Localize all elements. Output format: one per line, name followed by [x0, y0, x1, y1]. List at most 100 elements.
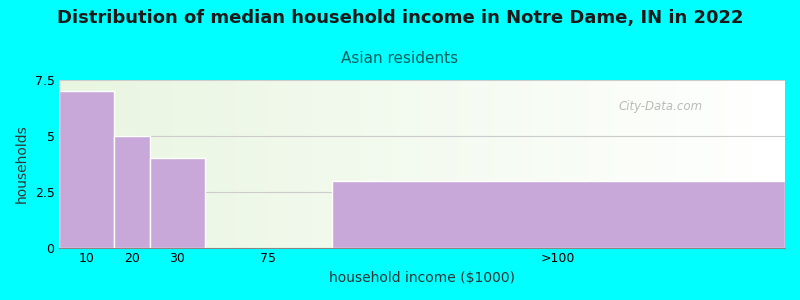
Bar — [354, 80, 357, 248]
Bar — [683, 80, 687, 248]
Bar — [534, 80, 538, 248]
Bar — [716, 80, 720, 248]
Bar — [150, 80, 154, 248]
Bar — [643, 80, 647, 248]
Bar — [770, 80, 774, 248]
Bar — [284, 80, 288, 248]
Bar — [578, 80, 582, 248]
Bar — [150, 158, 205, 247]
Bar — [593, 80, 596, 248]
Bar — [205, 80, 208, 248]
Bar — [553, 80, 557, 248]
Bar — [393, 80, 397, 248]
Bar — [292, 80, 295, 248]
Bar — [121, 80, 125, 248]
Bar — [342, 80, 346, 248]
Bar — [182, 80, 186, 248]
Bar — [720, 80, 723, 248]
Bar — [89, 80, 92, 248]
Bar — [676, 80, 680, 248]
Bar — [633, 80, 636, 248]
Bar — [96, 80, 99, 248]
Bar — [324, 80, 328, 248]
Bar — [59, 91, 114, 248]
Bar — [542, 80, 546, 248]
Bar — [589, 80, 593, 248]
Bar — [302, 80, 306, 248]
Bar — [440, 80, 444, 248]
Bar — [571, 80, 574, 248]
Bar — [611, 80, 614, 248]
Bar — [418, 80, 422, 248]
Bar — [626, 80, 629, 248]
Bar — [190, 80, 194, 248]
Bar — [241, 80, 245, 248]
Bar — [473, 80, 477, 248]
Bar — [498, 80, 502, 248]
Bar — [560, 80, 564, 248]
Bar — [662, 80, 666, 248]
Bar — [125, 80, 128, 248]
Bar — [106, 80, 110, 248]
Bar — [622, 80, 626, 248]
Bar — [375, 80, 378, 248]
Bar — [386, 80, 390, 248]
Bar — [378, 80, 382, 248]
Bar — [331, 80, 335, 248]
Bar — [401, 80, 404, 248]
Bar — [321, 80, 324, 248]
Bar — [458, 80, 462, 248]
X-axis label: household income ($1000): household income ($1000) — [330, 271, 515, 285]
Bar — [636, 80, 640, 248]
Bar — [506, 80, 510, 248]
Bar — [513, 80, 517, 248]
Bar — [255, 80, 259, 248]
Bar — [70, 80, 74, 248]
Bar — [614, 80, 618, 248]
Bar — [705, 80, 709, 248]
Bar — [175, 80, 179, 248]
Bar — [114, 80, 118, 248]
Bar — [118, 80, 121, 248]
Bar — [727, 80, 730, 248]
Bar — [411, 80, 415, 248]
Bar — [306, 80, 310, 248]
Bar — [538, 80, 542, 248]
Bar — [259, 80, 262, 248]
Bar — [709, 80, 713, 248]
Bar — [778, 80, 782, 248]
Bar — [774, 80, 778, 248]
Bar — [462, 80, 466, 248]
Bar — [270, 80, 274, 248]
Bar — [422, 80, 426, 248]
Bar — [586, 80, 589, 248]
Bar — [524, 80, 527, 248]
Bar — [702, 80, 705, 248]
Bar — [567, 80, 571, 248]
Bar — [63, 80, 66, 248]
Bar — [212, 80, 215, 248]
Bar — [654, 80, 658, 248]
Bar — [248, 80, 252, 248]
Bar — [194, 80, 198, 248]
Bar — [328, 80, 331, 248]
Bar — [477, 80, 480, 248]
Bar — [277, 80, 281, 248]
Bar — [600, 80, 604, 248]
Bar — [666, 80, 669, 248]
Bar — [480, 80, 484, 248]
Bar — [314, 80, 317, 248]
Bar — [288, 80, 292, 248]
Bar — [226, 80, 230, 248]
Bar — [760, 80, 763, 248]
Bar — [85, 80, 89, 248]
Bar — [694, 80, 698, 248]
Bar — [103, 80, 106, 248]
Bar — [136, 80, 139, 248]
Bar — [390, 80, 393, 248]
Bar — [186, 80, 190, 248]
Bar — [128, 80, 132, 248]
Bar — [338, 80, 342, 248]
Bar — [690, 80, 694, 248]
Bar — [782, 80, 785, 248]
